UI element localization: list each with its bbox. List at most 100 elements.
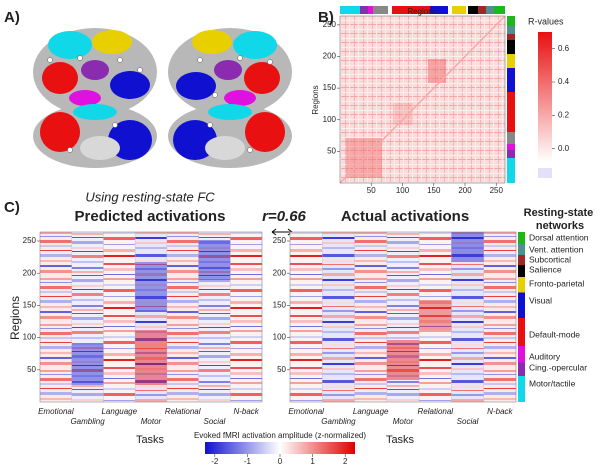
x-tick-label: Emotional xyxy=(288,407,324,416)
y-tick-label: 250 xyxy=(23,236,37,245)
panel-label: B) xyxy=(318,9,334,26)
network-strip xyxy=(518,232,525,244)
y-tick-label: 250 xyxy=(273,236,287,245)
y-tick-label: 50 xyxy=(27,365,36,374)
y-axis-label: Regions xyxy=(311,85,320,114)
panel-label: A) xyxy=(4,9,20,26)
colorbar-tick-label: 0 xyxy=(278,457,283,466)
y-tick-label: 200 xyxy=(273,268,287,277)
colorbar-tick-label: 1 xyxy=(310,457,315,466)
heatmap-region xyxy=(451,232,484,262)
network-strip xyxy=(518,362,525,376)
heatmap-column xyxy=(451,232,484,402)
heatmap-column xyxy=(386,232,420,402)
x-tick-label: 200 xyxy=(458,186,472,195)
x-tick-label: 250 xyxy=(490,186,504,195)
x-tick-label: N-back xyxy=(487,407,513,416)
panel-label: C) xyxy=(4,199,20,216)
connectivity-matrix xyxy=(339,6,515,184)
network-label: Fronto-parietal xyxy=(529,278,584,288)
y-tick-label: 200 xyxy=(323,52,337,61)
x-axis-label: Tasks xyxy=(386,434,415,446)
x-axis-label: Tasks xyxy=(136,434,165,446)
y-tick-label: 150 xyxy=(323,83,337,92)
legend-title-text: networks xyxy=(536,220,584,232)
network-strip xyxy=(518,318,525,346)
network-label: Default-mode xyxy=(529,329,580,339)
y-tick-label: 100 xyxy=(23,333,37,342)
heatmap-frame xyxy=(39,231,263,403)
heatmap-column xyxy=(198,232,231,402)
colorbar xyxy=(205,442,355,454)
heatmap-frame xyxy=(289,231,517,403)
network-strip xyxy=(518,277,525,293)
heatmap-region xyxy=(198,240,231,280)
heatmap-region xyxy=(135,262,167,312)
x-tick-label: Social xyxy=(204,417,226,426)
network-label: Subcortical xyxy=(529,254,571,264)
double-arrow xyxy=(271,228,293,236)
network-strip xyxy=(518,376,525,402)
x-tick-label: Motor xyxy=(393,417,414,426)
network-label: Vent. attention xyxy=(529,244,584,254)
network-strip xyxy=(518,255,525,265)
colorbar xyxy=(538,32,552,162)
y-tick-label: 100 xyxy=(323,115,337,124)
colorbar-tick-label: -1 xyxy=(244,457,252,466)
legend-title-text: Resting-state xyxy=(524,207,594,219)
heatmap-region xyxy=(135,330,167,385)
network-strip xyxy=(518,244,525,255)
network-label: Salience xyxy=(529,264,562,274)
colorbar-extension xyxy=(538,168,552,178)
correlation-label: r=0.66 xyxy=(262,208,306,225)
y-tick-label: 50 xyxy=(327,146,336,155)
network-strip xyxy=(518,265,525,277)
y-tick-label: 250 xyxy=(323,20,337,29)
heatmap-column xyxy=(135,232,167,402)
network-label: Motor/tactile xyxy=(529,378,576,388)
y-tick-label: 50 xyxy=(277,365,286,374)
heatmap-column xyxy=(419,232,452,402)
y-tick-label: 150 xyxy=(273,301,287,310)
x-axis-label: Regions xyxy=(407,7,436,16)
subtitle: Using resting-state FC xyxy=(85,189,215,204)
network-strip xyxy=(518,346,525,363)
x-tick-label: Emotional xyxy=(38,407,74,416)
y-tick-label: 100 xyxy=(273,333,287,342)
x-tick-label: N-back xyxy=(233,407,259,416)
heatmap-title: Actual activations xyxy=(341,208,469,225)
heatmap-region xyxy=(386,340,420,380)
brain-renderings xyxy=(33,28,292,168)
heatmap-title: Predicted activations xyxy=(75,208,226,225)
x-tick-label: Gambling xyxy=(321,417,356,426)
heatmap-column xyxy=(322,232,355,402)
x-tick-label: 50 xyxy=(367,186,376,195)
heatmap-region xyxy=(419,300,452,330)
x-tick-label: 150 xyxy=(427,186,441,195)
network-label: Auditory xyxy=(529,351,561,361)
heatmap xyxy=(289,231,517,403)
x-tick-label: Relational xyxy=(417,407,453,416)
x-tick-label: 100 xyxy=(396,186,410,195)
colorbar-tick-label: 2 xyxy=(343,457,348,466)
heatmap-column xyxy=(230,232,262,402)
network-label: Dorsal attention xyxy=(529,232,589,242)
heatmap-column xyxy=(290,232,323,402)
heatmap-column xyxy=(71,232,104,402)
x-tick-label: Motor xyxy=(141,417,162,426)
x-tick-label: Relational xyxy=(165,407,201,416)
colorbar-tick-label: 0.4 xyxy=(558,77,570,86)
x-tick-label: Gambling xyxy=(70,417,105,426)
colorbar-tick-label: 0.2 xyxy=(558,110,570,119)
colorbar-title: Evoked fMRI activation amplitude (z-norm… xyxy=(194,431,366,440)
heatmap xyxy=(39,231,263,403)
heatmap-column xyxy=(40,232,72,402)
colorbar-title: R-values xyxy=(528,16,564,26)
heatmap-region xyxy=(71,345,104,385)
colorbar-tick-label: -2 xyxy=(211,457,219,466)
heatmap-column xyxy=(483,232,516,402)
network-strip xyxy=(518,292,525,318)
x-tick-label: Language xyxy=(101,407,137,416)
network-label: Cing.-opercular xyxy=(529,362,587,372)
